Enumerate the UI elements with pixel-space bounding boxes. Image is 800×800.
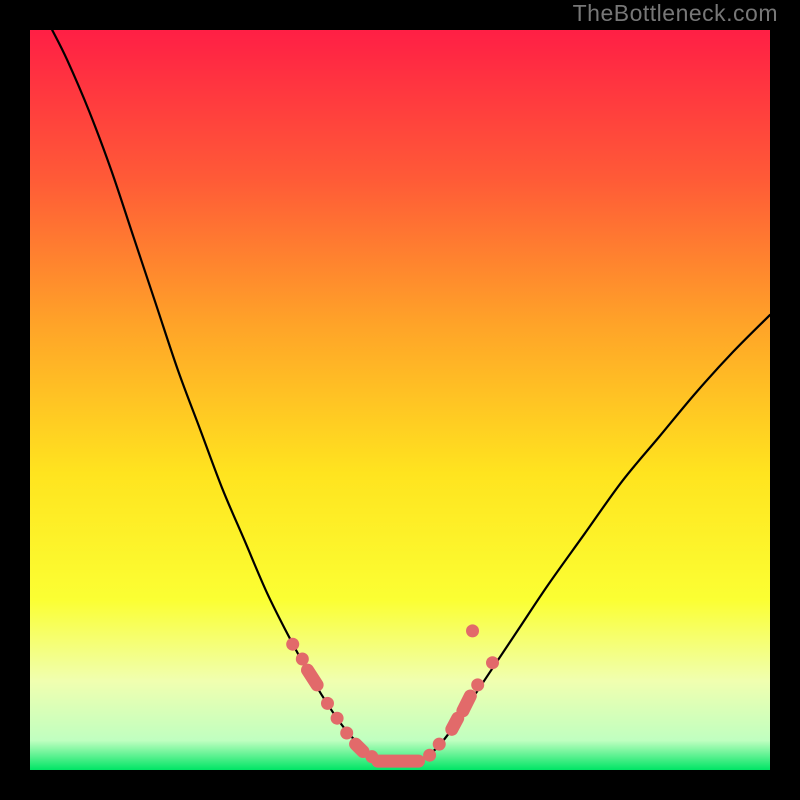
marker-point [296, 653, 309, 666]
marker-point [433, 738, 446, 751]
marker-point [486, 656, 499, 669]
marker-capsule [463, 696, 470, 711]
marker-point [331, 712, 344, 725]
marker-point [321, 697, 334, 710]
marker-point [423, 749, 436, 762]
marker-capsule [452, 718, 458, 729]
marker-capsule [356, 744, 363, 751]
chart-plot-background [30, 30, 770, 770]
marker-capsule [308, 670, 318, 685]
watermark-text: TheBottleneck.com [573, 0, 778, 27]
marker-point [286, 638, 299, 651]
marker-point [466, 624, 479, 637]
bottleneck-curve-chart [0, 0, 800, 800]
marker-point [340, 727, 353, 740]
marker-point [471, 678, 484, 691]
chart-container: TheBottleneck.com [0, 0, 800, 800]
